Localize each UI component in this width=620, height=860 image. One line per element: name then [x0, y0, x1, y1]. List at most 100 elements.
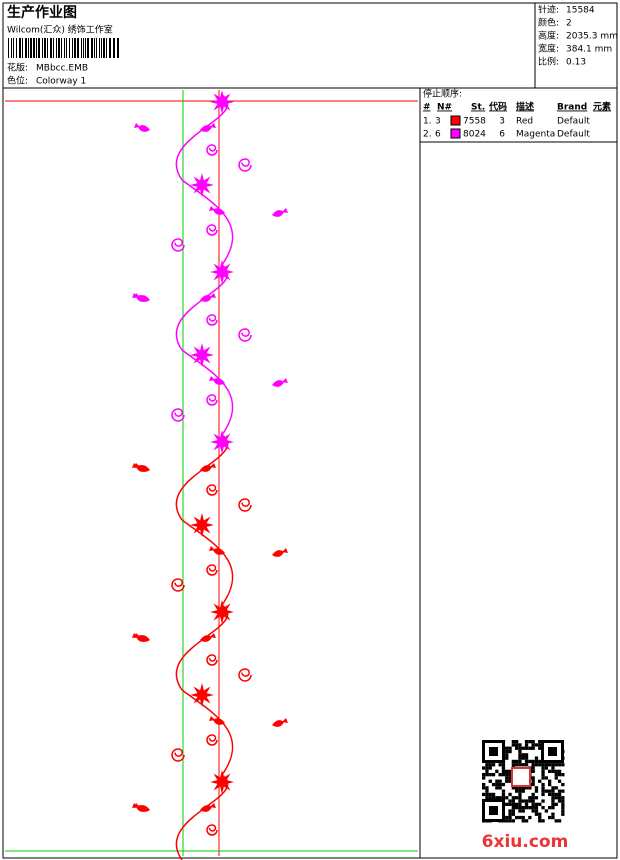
qr-cell: [551, 769, 555, 773]
qr-cell: [561, 806, 565, 810]
qr-cell: [491, 763, 496, 767]
qr-cell: [521, 753, 525, 757]
info-label: 高度:: [538, 30, 559, 42]
qr-cell: [508, 815, 512, 820]
column-header: N#: [437, 103, 452, 113]
qr-cell: [518, 756, 522, 760]
qr-cell: [551, 792, 555, 797]
qr-cell: [541, 806, 545, 810]
qr-cell: [511, 806, 515, 810]
qr-cell: [485, 796, 489, 800]
qr-cell: [531, 776, 535, 780]
bar: [16, 38, 17, 58]
info-value: 15584: [566, 6, 595, 16]
qr-cell: [521, 756, 525, 760]
qr-cell: [505, 819, 509, 823]
leaf: [134, 123, 150, 132]
qr-cell: [534, 786, 539, 790]
qr-cell: [511, 743, 515, 747]
qr-cell: [544, 789, 548, 793]
bar: [22, 38, 23, 58]
bar: [50, 38, 52, 58]
sequence-title: 停止顺序:: [423, 88, 462, 100]
qr-cell: [515, 802, 519, 806]
qr-cell: [505, 756, 509, 760]
bar: [33, 38, 35, 58]
qr-cell: [554, 802, 558, 806]
qr-cell: [528, 806, 532, 810]
cell: 8024: [463, 130, 486, 140]
qr-cell: [561, 763, 565, 767]
leaf: [134, 633, 150, 642]
curl: [206, 564, 218, 576]
qr-cell: [561, 809, 565, 813]
column-header: 代码: [488, 101, 507, 113]
bar: [113, 38, 115, 58]
qr-cell: [518, 799, 522, 803]
qr-cell: [524, 819, 529, 823]
qr-cell: [531, 769, 535, 773]
cell: 1.: [423, 117, 432, 127]
qr-cell: [501, 773, 506, 777]
qr-cell: [521, 789, 525, 793]
qr-cell: [554, 776, 558, 780]
qr-cell: [554, 763, 558, 767]
qr-cell: [524, 799, 529, 803]
bar: [77, 38, 79, 58]
bar: [56, 38, 57, 58]
qr-cell: [531, 763, 535, 767]
stem: [181, 349, 234, 436]
qr-cell: [557, 789, 562, 793]
qr-cell: [485, 773, 489, 777]
bar: [91, 38, 93, 58]
column-header: St.: [471, 103, 485, 113]
qr-cell: [515, 740, 519, 744]
qr-cell: [538, 779, 542, 783]
cell: 6: [499, 130, 505, 140]
qr-cell: [515, 743, 519, 747]
qr-cell: [541, 786, 545, 790]
qr-cell: [557, 799, 562, 803]
qr-cell: [544, 766, 548, 770]
qr-cell: [515, 786, 519, 790]
qr-cell: [531, 796, 535, 800]
colorway-value: Colorway 1: [36, 77, 86, 87]
bar: [8, 38, 9, 58]
qr-cell: [557, 792, 562, 797]
flower: [210, 770, 234, 794]
qr-cell: [515, 763, 519, 767]
qr-cell: [528, 759, 532, 764]
curl: [238, 328, 252, 342]
qr-cell: [534, 756, 539, 760]
qr-cell: [488, 773, 492, 777]
colorway-label: 色位:: [7, 75, 28, 87]
cell: Default: [557, 130, 590, 140]
leaf: [209, 546, 225, 555]
bar: [25, 38, 27, 58]
bar: [83, 38, 84, 58]
bar: [19, 38, 21, 58]
qr-cell: [511, 759, 515, 764]
qr-cell: [491, 796, 496, 800]
leaf: [272, 718, 288, 727]
qr-cell: [508, 792, 512, 797]
info-value: 2: [566, 19, 572, 29]
qr-cell: [551, 806, 555, 810]
design-value: MBbcc.EMB: [36, 64, 88, 74]
qr-cell: [521, 819, 525, 823]
qr-cell: [491, 773, 496, 777]
qr-cell: [548, 763, 552, 767]
cell: 6: [435, 130, 441, 140]
qr-cell: [511, 799, 515, 803]
qr-cell: [515, 789, 519, 793]
qr-cell: [534, 809, 539, 813]
qr-cell: [561, 802, 565, 806]
qr-cell: [511, 796, 515, 800]
qr-cell: [531, 740, 535, 744]
qr-cell: [508, 769, 512, 773]
qr-cell: [485, 786, 489, 790]
qr-cell: [482, 792, 486, 797]
curl: [206, 394, 218, 406]
qr-cell: [488, 766, 492, 770]
leaf: [272, 378, 288, 387]
